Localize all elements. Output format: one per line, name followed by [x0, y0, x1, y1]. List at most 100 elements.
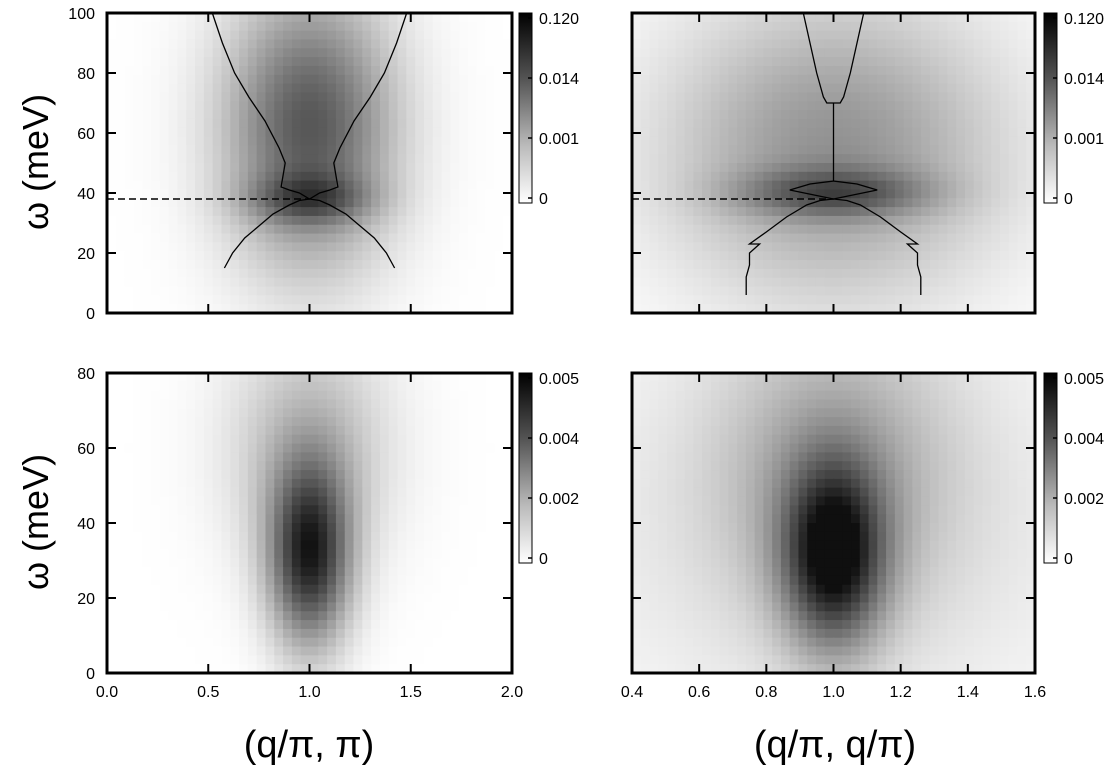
- heatmap-cell: [415, 593, 425, 604]
- heatmap-cell: [640, 207, 651, 217]
- heatmap-cell: [159, 136, 170, 146]
- heatmap-cell: [938, 74, 948, 85]
- heatmap-cell: [335, 496, 346, 506]
- heatmap-cell: [195, 408, 205, 418]
- heatmap-cell: [397, 646, 407, 656]
- heatmap-cell: [432, 233, 443, 244]
- heatmap-cell: [450, 198, 460, 208]
- heatmap-cell: [318, 505, 328, 515]
- heatmap-cell: [494, 655, 504, 665]
- heatmap-cell: [450, 48, 460, 58]
- heatmap-cell: [335, 154, 346, 164]
- heatmap-cell: [632, 65, 642, 76]
- heatmap-cell: [274, 13, 284, 23]
- heatmap-cell: [107, 101, 117, 111]
- heatmap-cell: [159, 496, 170, 506]
- heatmap-cell: [632, 57, 642, 67]
- heatmap-cell: [877, 233, 887, 244]
- heatmap-cell: [107, 277, 117, 288]
- heatmap-cell: [203, 224, 214, 235]
- heatmap-cell: [362, 145, 372, 155]
- heatmap-cell: [274, 664, 284, 674]
- heatmap-cell: [388, 487, 399, 498]
- heatmap-cell: [353, 286, 363, 296]
- heatmap-cell: [230, 101, 240, 111]
- heatmap-cell: [344, 531, 355, 542]
- heatmap-cell: [964, 268, 975, 279]
- heatmap-cell: [503, 408, 513, 418]
- heatmap-cell: [415, 470, 425, 480]
- heatmap-cell: [247, 408, 258, 418]
- heatmap-cell: [693, 30, 703, 41]
- heatmap-cell: [956, 381, 966, 392]
- heatmap-cell: [938, 180, 948, 191]
- heatmap-cell: [142, 136, 152, 146]
- heatmap-cell: [142, 452, 152, 462]
- heatmap-cell: [221, 65, 231, 76]
- heatmap-cell: [423, 487, 434, 498]
- heatmap-cell: [485, 584, 495, 595]
- heatmap-cell: [362, 593, 372, 604]
- heatmap-cell: [335, 664, 346, 674]
- heatmap-cell: [789, 110, 800, 120]
- heatmap-cell: [406, 575, 416, 586]
- heatmap-cell: [921, 390, 931, 401]
- heatmap-cell: [151, 189, 161, 199]
- heatmap-cell: [327, 30, 337, 41]
- heatmap-cell: [388, 567, 399, 577]
- heatmap-cell: [1008, 189, 1019, 199]
- heatmap-cell: [886, 304, 896, 314]
- heatmap-cell: [371, 496, 381, 506]
- heatmap-cell: [168, 637, 179, 648]
- heatmap-cell: [859, 145, 870, 155]
- heatmap-cell: [658, 242, 668, 252]
- heatmap-cell: [702, 260, 712, 270]
- heatmap-cell: [459, 277, 469, 288]
- heatmap-cell: [124, 540, 135, 551]
- heatmap-cell: [300, 136, 311, 146]
- heatmap-cell: [859, 189, 870, 199]
- heatmap-cell: [886, 118, 896, 129]
- heatmap-cell: [789, 74, 800, 85]
- heatmap-cell: [728, 180, 738, 191]
- heatmap-cell: [432, 602, 443, 612]
- heatmap-cell: [247, 110, 258, 120]
- heatmap-cell: [291, 198, 302, 208]
- heatmap-cell: [239, 584, 249, 595]
- heatmap-cell: [667, 286, 677, 296]
- heatmap-cell: [719, 13, 729, 23]
- heatmap-cell: [1026, 189, 1036, 199]
- heatmap-cell: [133, 381, 143, 392]
- heatmap-cell: [239, 198, 249, 208]
- heatmap-cell: [388, 207, 399, 217]
- heatmap-cell: [982, 21, 992, 32]
- heatmap-cell: [632, 21, 642, 32]
- heatmap-cell: [335, 65, 346, 76]
- heatmap-cell: [142, 470, 152, 480]
- heatmap-cell: [151, 646, 161, 656]
- heatmap-cell: [239, 268, 249, 279]
- heatmap-cell: [186, 171, 196, 182]
- heatmap-cell: [1008, 48, 1019, 58]
- heatmap-cell: [335, 277, 346, 288]
- heatmap-cell: [467, 48, 478, 58]
- heatmap-cell: [754, 21, 765, 32]
- heatmap-cell: [203, 295, 214, 305]
- heatmap-cell: [177, 478, 187, 489]
- heatmap-cell: [406, 628, 416, 639]
- heatmap-cell: [459, 567, 469, 577]
- heatmap-cell: [675, 136, 686, 146]
- heatmap-cell: [780, 215, 791, 226]
- heatmap-cell: [151, 171, 161, 182]
- heatmap-cell: [212, 30, 223, 41]
- heatmap-cell: [291, 461, 302, 471]
- heatmap-cell: [842, 127, 852, 138]
- heatmap-cell: [476, 425, 487, 436]
- heatmap-cell: [423, 233, 434, 244]
- heatmap-cell: [107, 171, 117, 182]
- heatmap-cell: [1008, 13, 1019, 23]
- heatmap-cell: [142, 268, 152, 279]
- heatmap-cell: [728, 83, 738, 94]
- heatmap-cell: [675, 127, 686, 138]
- heatmap-cell: [274, 461, 284, 471]
